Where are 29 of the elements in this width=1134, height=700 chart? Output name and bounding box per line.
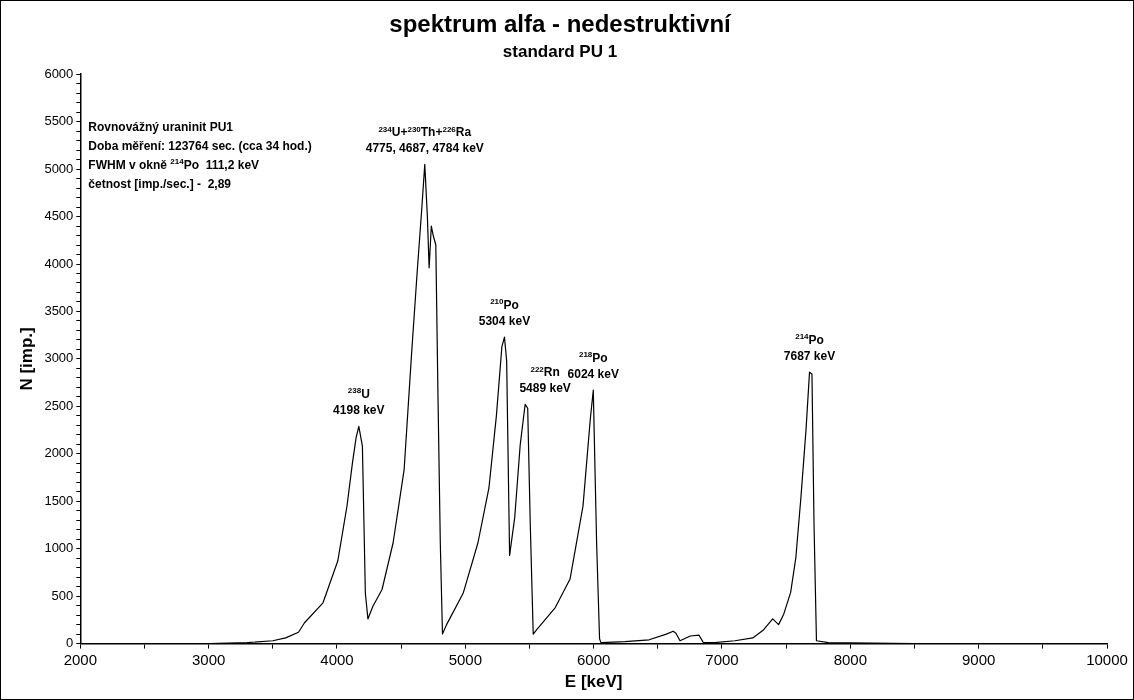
x-axis-title: E [keV] <box>564 672 623 692</box>
chart-title: spektrum alfa - nedestruktivní <box>389 10 733 38</box>
y-tick-label: 1000 <box>44 540 74 556</box>
x-tick-label: 9000 <box>961 650 996 668</box>
y-tick-label: 3000 <box>44 350 74 366</box>
x-tick-label: 10000 <box>1086 650 1128 668</box>
y-tick-label: 4000 <box>44 255 74 271</box>
x-tick-label: 3000 <box>191 650 226 668</box>
x-tick-label: 7000 <box>705 650 739 668</box>
x-tick-label: 2000 <box>63 650 98 668</box>
y-tick-label: 500 <box>51 587 74 603</box>
x-tick-label: 8000 <box>833 650 868 668</box>
y-tick-label: 2500 <box>44 397 74 413</box>
y-tick-label: 1500 <box>44 492 74 508</box>
y-tick-label: 6000 <box>44 65 74 81</box>
y-tick-label: 0 <box>66 635 74 651</box>
annotation: Rovnovážný uraninit PU1 <box>88 120 234 135</box>
y-tick-label: 5500 <box>44 113 74 129</box>
y-axis-title: N [imp.] <box>16 327 36 391</box>
annotation: Doba měření: 123764 sec. (cca 34 hod.) <box>88 139 312 154</box>
x-tick-label: 5000 <box>448 650 483 668</box>
y-tick-label: 2000 <box>44 445 74 461</box>
x-tick-label: 6000 <box>576 650 611 668</box>
y-tick-label: 3500 <box>44 303 74 319</box>
annotation: četnost [imp./sec.] - 2,89 <box>88 177 232 192</box>
x-tick-label: 4000 <box>320 650 354 668</box>
y-tick-label: 4500 <box>44 208 74 224</box>
chart-subtitle: standard PU 1 <box>502 41 618 61</box>
y-tick-label: 5000 <box>44 160 74 176</box>
